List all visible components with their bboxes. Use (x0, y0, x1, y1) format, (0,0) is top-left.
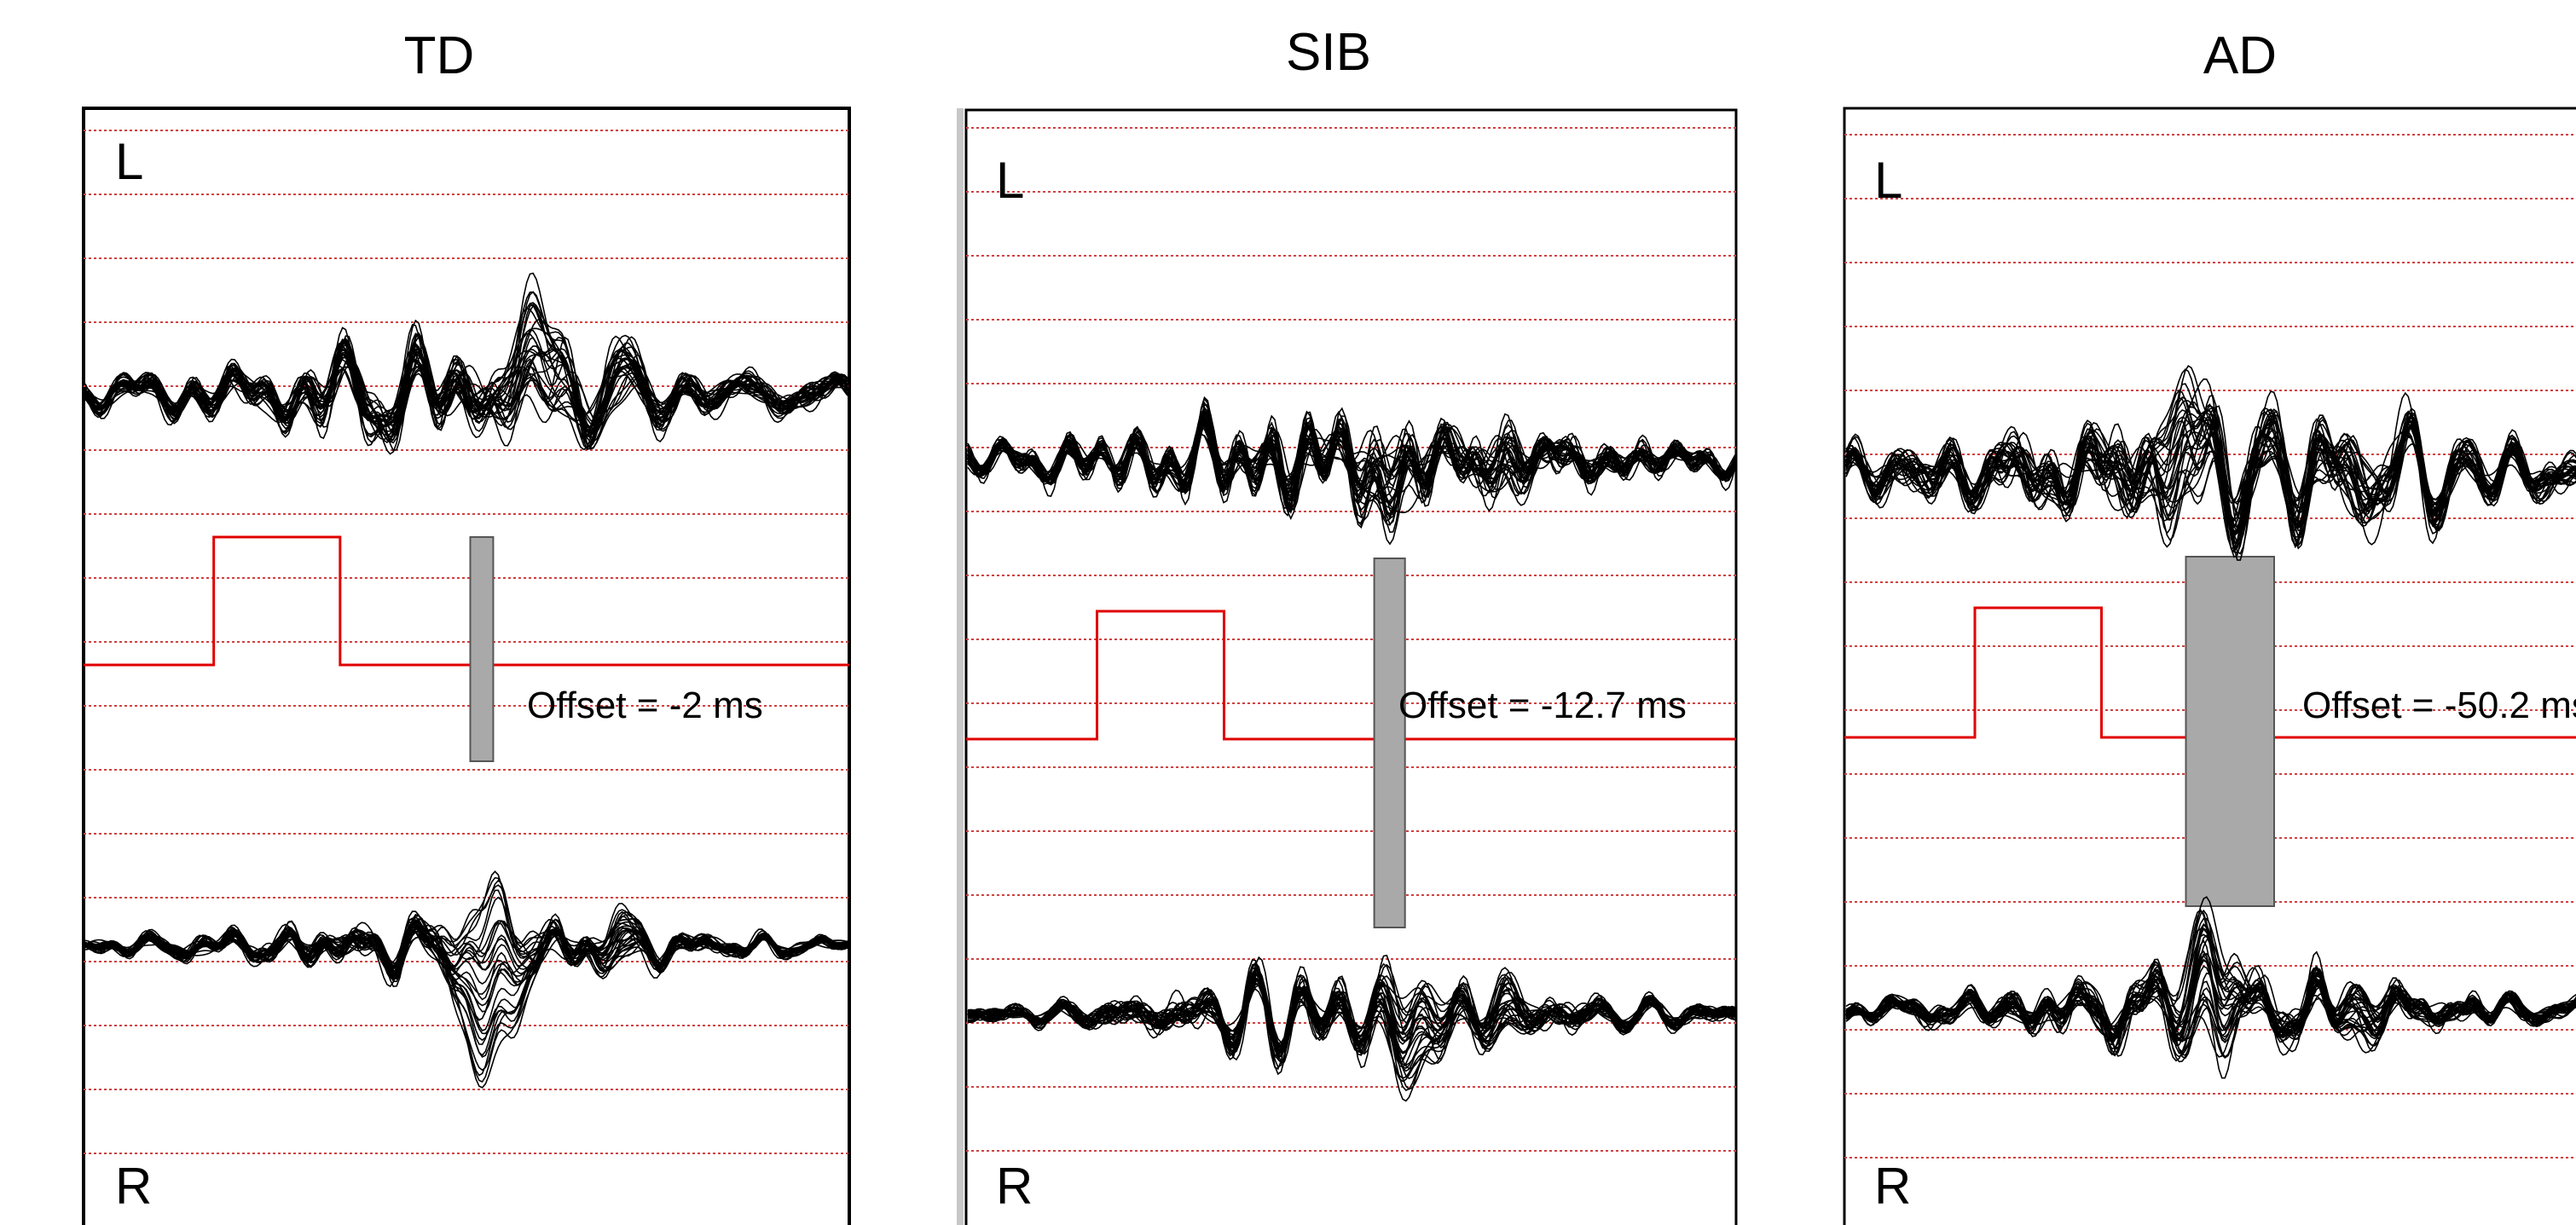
waveform-trace (1845, 939, 2576, 1056)
waveform-trace (1845, 923, 2576, 1040)
waveform-trace (967, 977, 1736, 1070)
offset-window (469, 536, 495, 762)
waveform-trace (1845, 378, 2576, 558)
panel-sib: SIB Offset = -12.7 ms L R (957, 23, 1738, 1225)
waveform-trace (1845, 390, 2576, 555)
annotation: Offset = -2 ms (527, 685, 763, 726)
waveform-trace (1845, 983, 2576, 1043)
waveform-trace (967, 417, 1736, 494)
bottom-label: R (115, 1158, 152, 1215)
waveform-trace (84, 914, 848, 1007)
r-hemisphere-traces (967, 954, 1736, 1102)
waveform-trace (1845, 405, 2576, 506)
l-hemisphere-traces (1845, 365, 2576, 561)
r-hemisphere-traces (1845, 896, 2576, 1079)
waveform-trace (84, 344, 848, 434)
l-hemisphere-traces (967, 396, 1736, 546)
waveform-trace (1845, 399, 2576, 523)
panel-title: SIB (1286, 23, 1371, 82)
stimulus-trace (966, 610, 1736, 741)
panel-td: TD Offset = -2 ms L R (82, 26, 851, 1225)
waveform-trace (84, 335, 848, 443)
bottom-label: R (1874, 1158, 1911, 1215)
waveform-trace (967, 958, 1736, 1071)
panel-frame (82, 107, 851, 1225)
annotation: Offset = -12.7 ms (1398, 685, 1687, 726)
panel-ad: AD Offset = -50.2 ms L R (1843, 26, 2576, 1225)
waveform-trace (967, 967, 1736, 1060)
top-label: L (996, 152, 1024, 209)
waveform-trace (84, 918, 848, 980)
waveform-trace (84, 319, 848, 450)
l-hemisphere-traces (84, 272, 848, 455)
panel-title: AD (2203, 26, 2277, 85)
waveform-trace (1846, 917, 2576, 1055)
waveform-trace (967, 407, 1736, 521)
bottom-label: R (996, 1158, 1033, 1215)
waveform-trace (84, 349, 848, 445)
panel-title: TD (404, 26, 475, 85)
waveform-trace (967, 424, 1736, 503)
top-label: L (1874, 152, 1902, 209)
offset-window (2185, 556, 2275, 907)
waveform-trace (1845, 416, 2576, 549)
panel-side-bar (957, 108, 964, 1225)
top-label: L (115, 133, 143, 190)
panel-frame (964, 108, 1738, 1225)
stimulus-trace (84, 535, 849, 667)
waveform-trace (84, 318, 848, 435)
r-hemisphere-traces (84, 870, 848, 1089)
offset-window (1373, 558, 1406, 928)
gridlines (966, 127, 1736, 1152)
annotation: Offset = -50.2 ms (2302, 685, 2576, 726)
waveform-trace (84, 924, 848, 1021)
